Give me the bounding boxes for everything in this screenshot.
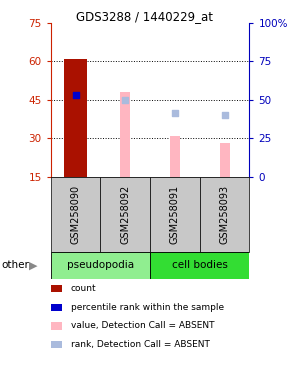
Bar xyxy=(120,92,130,177)
Text: value, Detection Call = ABSENT: value, Detection Call = ABSENT xyxy=(70,321,214,331)
Text: GDS3288 / 1440229_at: GDS3288 / 1440229_at xyxy=(77,10,213,23)
Text: GSM258092: GSM258092 xyxy=(120,184,130,244)
Text: GSM258093: GSM258093 xyxy=(220,185,230,243)
Bar xyxy=(51,303,62,311)
Text: pseudopodia: pseudopodia xyxy=(67,260,134,270)
Text: count: count xyxy=(70,284,96,293)
Text: ▶: ▶ xyxy=(29,260,37,270)
Bar xyxy=(150,252,249,279)
Bar xyxy=(51,285,62,292)
Bar xyxy=(51,252,150,279)
Point xyxy=(222,112,227,118)
Bar xyxy=(51,341,62,348)
Point xyxy=(173,109,177,116)
Text: GSM258090: GSM258090 xyxy=(70,185,81,243)
Text: GSM258091: GSM258091 xyxy=(170,185,180,243)
Bar xyxy=(51,322,62,330)
Bar xyxy=(170,136,180,177)
Bar xyxy=(200,177,249,252)
Point xyxy=(73,92,78,98)
Bar xyxy=(220,143,230,177)
Text: percentile rank within the sample: percentile rank within the sample xyxy=(70,303,224,312)
Text: cell bodies: cell bodies xyxy=(172,260,228,270)
Bar xyxy=(100,177,150,252)
Bar xyxy=(150,177,200,252)
Text: other: other xyxy=(1,260,29,270)
Bar xyxy=(64,59,87,177)
Bar xyxy=(51,177,100,252)
Point xyxy=(123,97,128,103)
Text: rank, Detection Call = ABSENT: rank, Detection Call = ABSENT xyxy=(70,340,209,349)
